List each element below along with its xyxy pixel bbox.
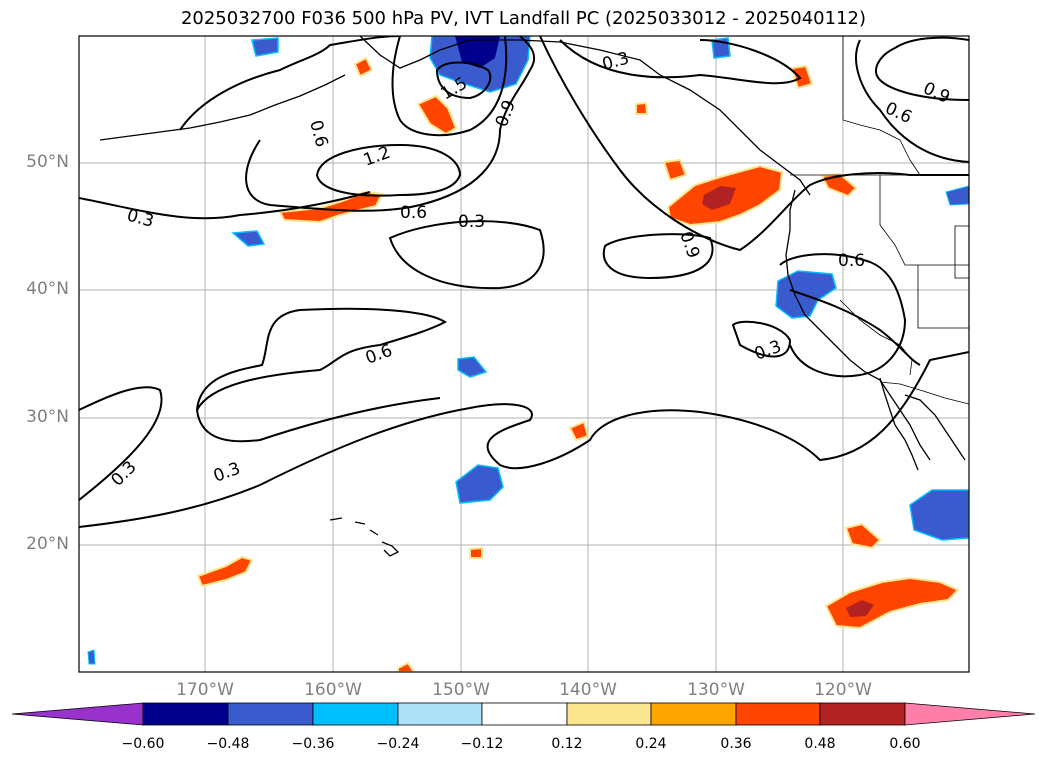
blue-anomaly-subtropical [455, 464, 504, 504]
blue-anomaly-north-pacific [231, 230, 266, 247]
colorbar-bin [312, 702, 399, 726]
red-anomaly-oregon [662, 158, 688, 182]
lon-label-160w: 160°W [304, 680, 362, 700]
red-anomaly-tropical-east [844, 522, 882, 550]
positive-pv-anomalies [196, 56, 960, 672]
colorbar-tick: 0.60 [889, 736, 921, 752]
red-core-tropical [846, 600, 874, 617]
red-anomaly-tropical [824, 576, 960, 630]
red-core-pnw [702, 186, 736, 210]
red-anomaly-north-1 [353, 56, 374, 78]
blue-core-gulf-alaska [455, 36, 500, 68]
lat-label-20n: 20°N [26, 534, 69, 554]
map-title: 2025032700 F036 500 hPa PV, IVT Landfall… [180, 8, 867, 29]
contour-label: 0.6 [882, 98, 915, 128]
lat-label-40n: 40°N [26, 279, 69, 299]
contour-label: 0.3 [125, 206, 156, 232]
colorbar-tick: −0.36 [291, 736, 335, 752]
contour-label: 0.3 [458, 212, 485, 232]
west-coast [785, 189, 931, 461]
red-anomaly-central-small [568, 420, 590, 442]
colorbar-extend-high [904, 702, 1036, 726]
colorbar [11, 702, 1036, 726]
blue-anomaly-central [457, 356, 488, 378]
blue-anomaly-small-west [87, 649, 96, 665]
pv-contours [79, 36, 969, 528]
colorbar-bin [819, 702, 906, 726]
red-anomaly-bc [820, 172, 858, 198]
colorbar-tick: 0.36 [720, 736, 752, 752]
red-anomaly-north-2 [790, 64, 814, 90]
contour-label: 0.6 [400, 203, 427, 223]
graticule [79, 36, 969, 672]
hawaii-islands [329, 517, 400, 557]
contour-label: 0.3 [107, 457, 140, 490]
contour-label: 0.3 [600, 49, 631, 75]
colorbar-tick: −0.24 [376, 736, 420, 752]
colorbar-extend-low [11, 702, 144, 726]
lon-label-140w: 140°W [559, 680, 617, 700]
baja-peninsula [879, 377, 919, 471]
contour-label: 0.3 [752, 337, 784, 365]
map-frame [78, 35, 970, 673]
red-anomaly-gulf [416, 94, 458, 136]
colorbar-tick: −0.12 [460, 736, 504, 752]
colorbar-tick: 0.24 [635, 736, 667, 752]
contour-label: 0.6 [305, 118, 331, 149]
colorbar-bin [566, 702, 652, 726]
colorbar-tick: 0.48 [804, 736, 836, 752]
colorbar-bin [650, 702, 737, 726]
contour-label: 0.9 [920, 78, 953, 108]
lon-label-130w: 130°W [687, 680, 745, 700]
contour-label: 0.6 [363, 341, 395, 369]
lon-label-150w: 150°W [432, 680, 490, 700]
political-borders [790, 36, 969, 405]
red-anomaly-bottom [397, 661, 416, 672]
colorbar-tick: −0.48 [206, 736, 250, 752]
lon-label-120w: 120°W [814, 680, 872, 700]
colorbar-bin [481, 702, 568, 726]
colorbar-tick: −0.60 [121, 736, 165, 752]
colorbar-bin [142, 702, 229, 726]
contour-label: 0.3 [211, 459, 243, 487]
alaska-coast [359, 36, 811, 196]
colorbar-tick: 0.12 [551, 736, 583, 752]
red-anomaly-aleutian [278, 190, 384, 224]
blue-anomaly-baja [909, 489, 969, 541]
lat-label-50n: 50°N [26, 152, 69, 172]
colorbar-bin [227, 702, 314, 726]
gulf-of-california [904, 394, 966, 461]
red-anomaly-sw [196, 555, 254, 588]
red-anomaly-hawaii-east [469, 546, 483, 559]
aleutian-islands [99, 74, 346, 141]
lon-label-170w: 170°W [176, 680, 234, 700]
blue-anomaly-nw-coast [945, 185, 969, 206]
blue-anomaly-aleutian-west [251, 37, 279, 57]
colorbar-bin [397, 702, 483, 726]
colorbar-bin [735, 702, 821, 726]
contour-label-group: 0.3 0.6 0.3 0.6 0.3 0.3 1.2 1.5 0.9 0.6 … [107, 49, 952, 491]
coastlines [99, 36, 966, 557]
lat-label-30n: 30°N [26, 407, 69, 427]
red-anomaly-north-3 [635, 101, 649, 115]
contour-label: 0.6 [838, 251, 865, 271]
